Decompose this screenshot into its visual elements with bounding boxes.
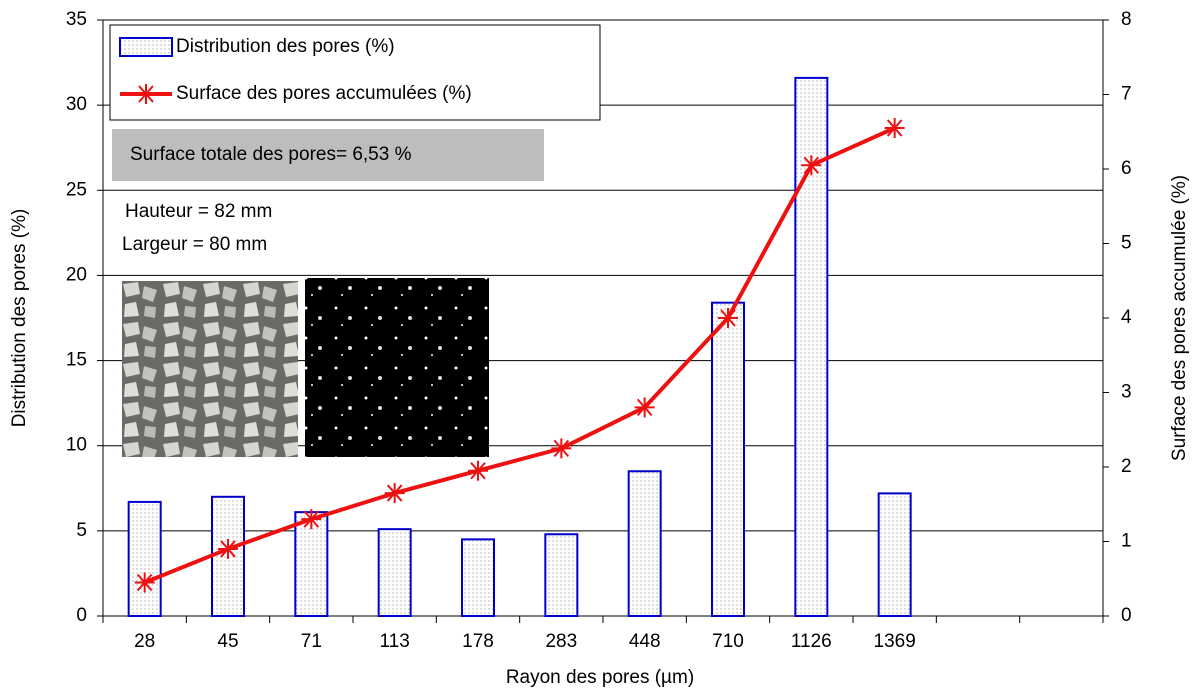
y-tick-label: 0 xyxy=(76,605,87,626)
y2-tick-label: 2 xyxy=(1121,456,1132,477)
y-tick-label: 30 xyxy=(66,94,87,115)
y-tick-label: 35 xyxy=(66,9,87,30)
y2-axis-label: Surface des pores accumulée (%) xyxy=(1169,175,1190,461)
x-tick-label: 448 xyxy=(629,631,661,652)
y2-tick-label: 5 xyxy=(1121,233,1132,254)
y-tick-label: 10 xyxy=(66,435,87,456)
line-marker xyxy=(718,308,738,328)
line-marker xyxy=(218,538,238,559)
line-marker xyxy=(634,397,655,418)
y2-tick-label: 3 xyxy=(1121,382,1132,403)
y-tick-label: 20 xyxy=(66,264,87,285)
y-axis-label: Distribution des pores (%) xyxy=(9,209,30,428)
x-tick-label: 28 xyxy=(134,631,155,652)
bar xyxy=(461,538,495,617)
legend-swatch xyxy=(119,37,173,57)
pore-image xyxy=(305,278,489,457)
y2-tick-label: 1 xyxy=(1121,531,1132,552)
x-tick-label: 45 xyxy=(217,631,238,652)
legend-label: Surface des pores accumulées (%) xyxy=(176,83,472,104)
x-tick-label: 71 xyxy=(301,631,322,652)
x-tick-label: 1369 xyxy=(874,631,916,652)
y2-tick-label: 6 xyxy=(1121,158,1132,179)
annotation-box xyxy=(112,129,544,181)
line-marker xyxy=(136,84,156,104)
line-marker xyxy=(884,118,905,139)
y-tick-label: 15 xyxy=(66,350,87,371)
bar xyxy=(127,500,162,617)
legend-label: Distribution des pores (%) xyxy=(176,36,395,57)
x-tick-label: 1126 xyxy=(791,631,832,652)
y2-tick-label: 4 xyxy=(1121,307,1132,328)
bar xyxy=(544,533,579,618)
x-axis-label: Rayon des pores (µm) xyxy=(506,667,694,688)
x-tick-label: 283 xyxy=(545,631,577,652)
line-marker xyxy=(468,460,488,481)
x-tick-label: 113 xyxy=(380,631,410,652)
bar xyxy=(627,470,662,617)
y2-tick-label: 7 xyxy=(1121,84,1132,105)
legend xyxy=(109,24,601,121)
x-tick-label: 178 xyxy=(462,631,494,652)
line xyxy=(143,126,896,585)
annotation: Hauteur = 82 mm xyxy=(125,201,272,222)
y2-tick-label: 0 xyxy=(1121,605,1132,626)
annotation: Surface totale des pores= 6,53 % xyxy=(130,144,412,165)
line-marker xyxy=(551,438,572,459)
y-tick-label: 5 xyxy=(76,520,87,541)
line-marker xyxy=(301,509,322,530)
line-marker xyxy=(134,572,155,593)
annotation: Largeur = 80 mm xyxy=(122,234,267,255)
bar xyxy=(877,492,912,617)
bar xyxy=(377,528,412,618)
y2-tick-label: 8 xyxy=(1121,9,1132,30)
y-tick-label: 25 xyxy=(66,179,87,200)
bar xyxy=(711,301,745,617)
line-marker xyxy=(801,155,822,176)
sample-photo xyxy=(122,281,298,457)
x-tick-label: 710 xyxy=(712,631,744,652)
line-marker xyxy=(384,483,405,504)
